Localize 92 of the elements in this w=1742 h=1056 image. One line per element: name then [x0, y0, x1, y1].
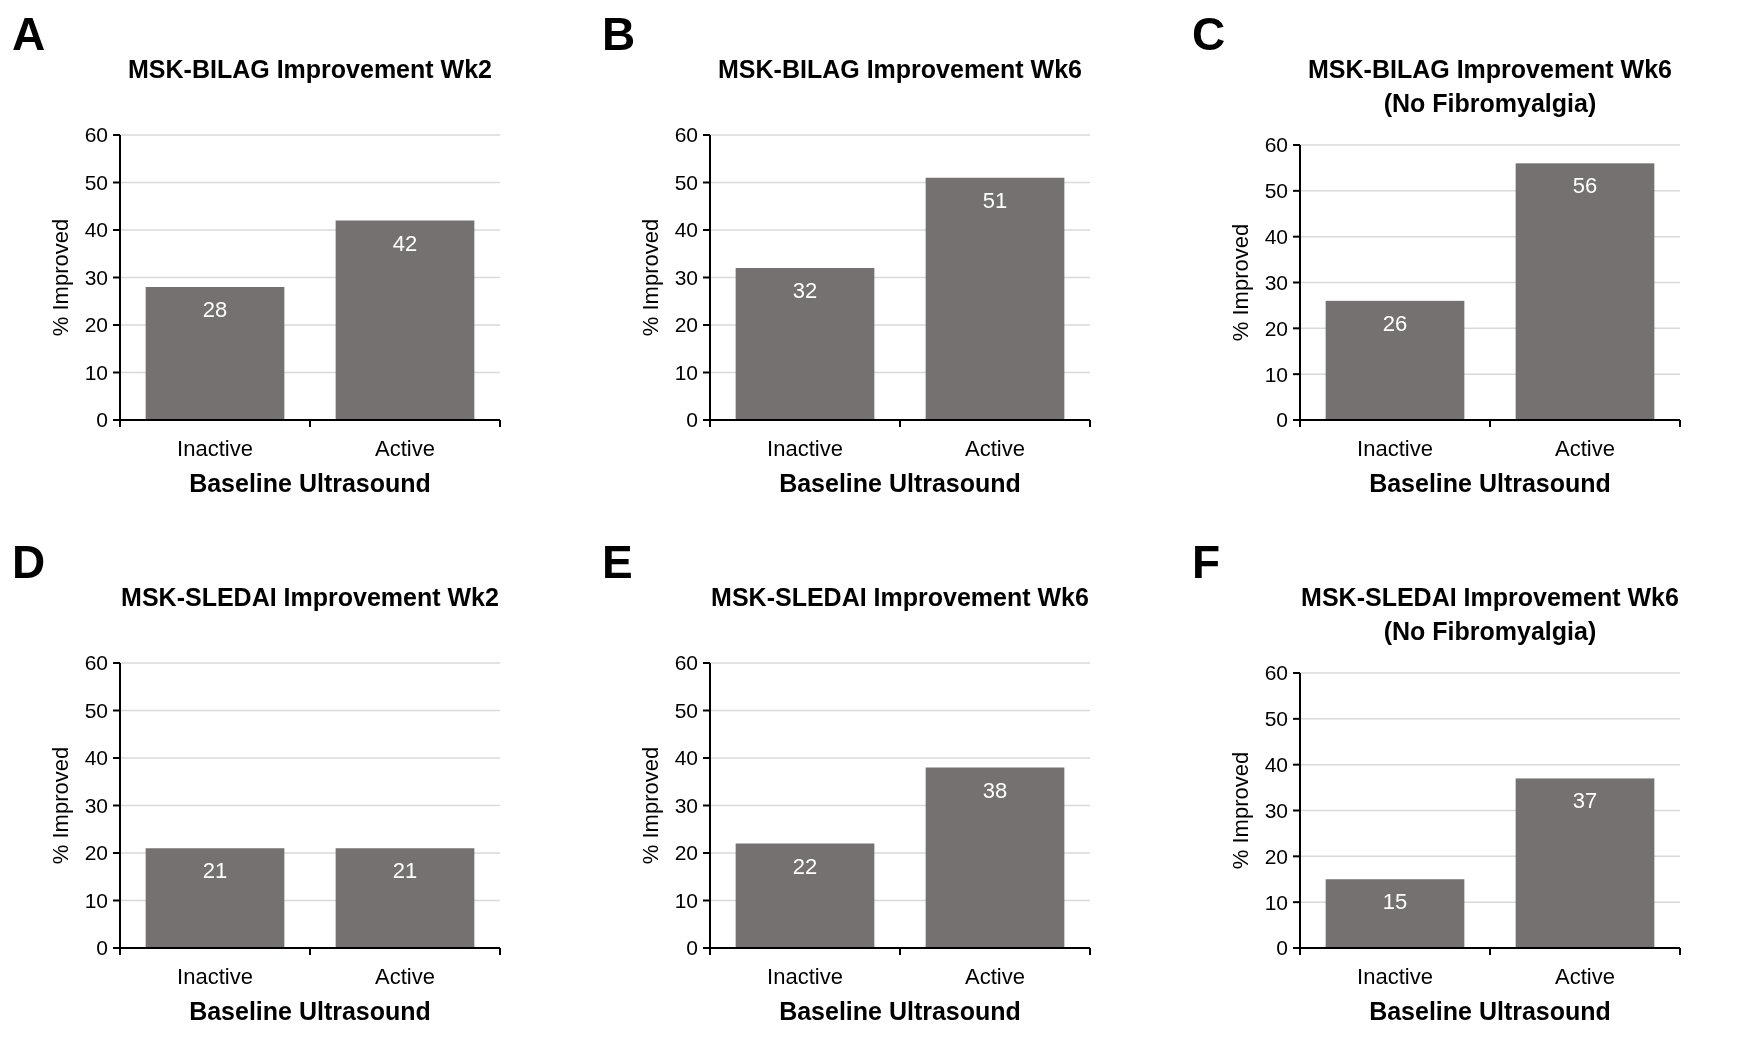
x-tick-label: Inactive	[767, 964, 843, 989]
text: C	[1192, 8, 1226, 60]
y-tick-label: 0	[1276, 408, 1288, 432]
x-tick-label: Active	[375, 436, 435, 461]
x-tick-label: Active	[965, 964, 1025, 989]
y-tick-label: 10	[1264, 890, 1288, 914]
y-tick-label: 40	[674, 746, 698, 770]
y-axis-title: % Improved	[1228, 751, 1253, 870]
y-tick-label: 0	[686, 408, 698, 432]
data-label: 21	[202, 858, 228, 884]
y-tick-label: 10	[1264, 362, 1288, 386]
data-label: 51	[982, 187, 1008, 213]
x-tick-label: Active	[1555, 436, 1615, 461]
y-axis-title: % Improved	[638, 746, 663, 865]
chart-subtitle: (No Fibromyalgia)	[1383, 617, 1597, 645]
y-tick-label: 20	[84, 313, 108, 337]
x-tick-label: Inactive	[1357, 964, 1433, 989]
text: D	[12, 536, 46, 588]
x-axis-title: Baseline Ultrasound	[1369, 469, 1611, 497]
x-tick-label: Active	[1555, 964, 1615, 989]
x-tick-label: Inactive	[177, 436, 253, 461]
y-tick-label: 0	[686, 936, 698, 960]
y-axis-title: % Improved	[48, 218, 73, 337]
y-tick-label: 0	[96, 408, 108, 432]
y-tick-label: 50	[1264, 179, 1288, 203]
y-tick-label: 40	[674, 218, 698, 242]
y-tick-label: 60	[1264, 661, 1288, 685]
y-tick-label: 50	[674, 170, 698, 194]
x-axis-title: Baseline Ultrasound	[189, 997, 431, 1025]
y-tick-label: 10	[674, 888, 698, 912]
y-tick-label: 20	[1264, 844, 1288, 868]
text: B	[602, 8, 636, 60]
data-label: 26	[1382, 310, 1408, 336]
y-tick-label: 0	[1276, 936, 1288, 960]
data-label: 37	[1572, 788, 1598, 814]
data-label: 28	[202, 297, 228, 322]
chart-title: MSK-BILAG Improvement Wk6	[1308, 55, 1672, 83]
text: F	[1192, 536, 1221, 588]
y-axis-title: % Improved	[1228, 223, 1253, 342]
chart-title: MSK-BILAG Improvement Wk6	[718, 55, 1082, 83]
y-tick-label: 30	[1264, 270, 1288, 294]
chart-title: MSK-SLEDAI Improvement Wk6	[711, 583, 1089, 611]
y-tick-label: 60	[84, 123, 108, 147]
x-tick-label: Inactive	[177, 964, 253, 989]
x-axis-title: Baseline Ultrasound	[779, 997, 1021, 1025]
y-tick-label: 60	[1264, 133, 1288, 157]
y-tick-label: 60	[84, 651, 108, 675]
y-tick-label: 30	[1264, 798, 1288, 822]
x-tick-label: Active	[375, 964, 435, 989]
y-tick-label: 20	[674, 841, 698, 865]
data-label: 56	[1572, 173, 1598, 199]
y-tick-label: 30	[674, 265, 698, 289]
x-axis-title: Baseline Ultrasound	[1369, 997, 1611, 1025]
y-tick-label: 60	[674, 651, 698, 675]
x-axis-title: Baseline Ultrasound	[779, 469, 1021, 497]
y-tick-label: 50	[84, 698, 108, 722]
y-tick-label: 50	[674, 698, 698, 722]
data-label: 38	[982, 777, 1008, 803]
data-label: 15	[1382, 889, 1408, 915]
data-label: 32	[792, 278, 818, 303]
y-axis-title: % Improved	[638, 218, 663, 337]
y-tick-label: 10	[674, 360, 698, 384]
chart-subtitle: (No Fibromyalgia)	[1383, 89, 1597, 117]
y-axis-title: % Improved	[48, 746, 73, 865]
y-tick-label: 30	[84, 265, 108, 289]
y-tick-label: 30	[674, 793, 698, 817]
data-label: 42	[392, 230, 418, 256]
y-tick-label: 20	[84, 841, 108, 865]
data-label: 21	[392, 858, 418, 884]
x-tick-label: Inactive	[1357, 436, 1433, 461]
y-tick-label: 30	[84, 793, 108, 817]
y-tick-label: 10	[84, 360, 108, 384]
x-axis-title: Baseline Ultrasound	[189, 469, 431, 497]
y-tick-label: 40	[1264, 225, 1288, 249]
y-tick-label: 0	[96, 936, 108, 960]
y-tick-label: 40	[84, 218, 108, 242]
x-tick-label: Inactive	[767, 436, 843, 461]
y-tick-label: 20	[1264, 316, 1288, 340]
y-tick-label: 10	[84, 888, 108, 912]
y-tick-label: 40	[1264, 753, 1288, 777]
text: E	[602, 536, 633, 588]
chart-title: MSK-SLEDAI Improvement Wk2	[121, 583, 499, 611]
y-tick-label: 50	[1264, 707, 1288, 731]
y-tick-label: 60	[674, 123, 698, 147]
chart-title: MSK-BILAG Improvement Wk2	[128, 55, 492, 83]
text: A	[12, 8, 46, 60]
y-tick-label: 40	[84, 746, 108, 770]
x-tick-label: Active	[965, 436, 1025, 461]
y-tick-label: 50	[84, 170, 108, 194]
chart-title: MSK-SLEDAI Improvement Wk6	[1301, 583, 1679, 611]
y-tick-label: 20	[674, 313, 698, 337]
data-label: 22	[792, 853, 818, 879]
